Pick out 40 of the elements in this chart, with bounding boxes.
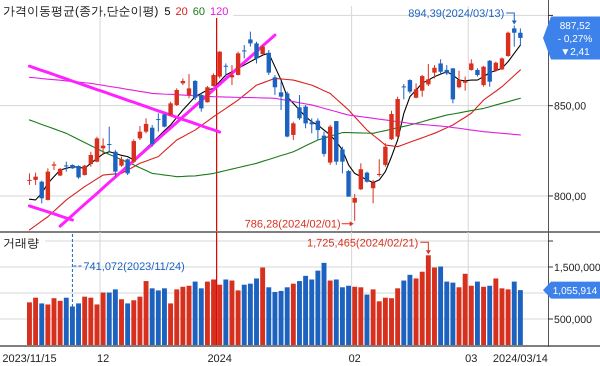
text: 5 <box>164 6 170 18</box>
annotation-low: 741,072(2023/11/24) <box>72 234 185 307</box>
x-tick-label: 2024/03/14 <box>492 353 548 365</box>
bar <box>119 299 124 345</box>
annotation-last: 887,52 - 0,27% ▼2,41 <box>543 16 600 60</box>
text: 20 <box>175 6 188 18</box>
x-tick-label: 2023/11/15 <box>2 353 57 365</box>
y-tick-label: 850,00 <box>554 100 586 113</box>
y-tick-label: 800,00 <box>554 190 586 203</box>
chart-title: 거래량 <box>3 236 39 250</box>
annotation-last: 1,055,914 <box>543 282 600 299</box>
line-series <box>28 76 521 136</box>
line-series <box>28 98 521 178</box>
annotation-high: 894,39(2024/03/13) <box>408 8 517 25</box>
annotation-low: 786,28(2024/02/01) <box>244 218 354 231</box>
x-tick-label: 12 <box>96 353 110 365</box>
bar <box>223 279 228 345</box>
y-tick-label: 500,000 <box>554 314 592 326</box>
bar <box>125 303 130 345</box>
text: 120 <box>210 6 228 18</box>
x-tick-label: 03 <box>465 353 478 365</box>
bar <box>260 268 266 345</box>
annotation: 741,072(2023/11/24) <box>83 261 185 273</box>
text: 60 <box>192 6 205 18</box>
annotation: 894,39(2024/03/13) <box>408 8 504 20</box>
bar <box>487 286 492 345</box>
y-tick-label: 1,500,000 <box>554 262 600 274</box>
bar <box>328 280 333 345</box>
x-tick-label: 2024 <box>207 353 232 365</box>
x-tick-label: 02 <box>348 353 361 365</box>
bar <box>39 303 44 345</box>
bar <box>290 284 296 345</box>
line-series <box>28 44 521 200</box>
bar <box>364 294 370 345</box>
line-series <box>28 69 521 230</box>
chart-title: 가격이동평균(종가,단순이평) <box>3 4 158 18</box>
annotation-high: 1,725,465(2024/02/21) <box>307 237 431 254</box>
bar <box>474 282 480 345</box>
bar <box>481 286 486 345</box>
annotation: 1,725,465(2024/02/21) <box>307 237 418 250</box>
